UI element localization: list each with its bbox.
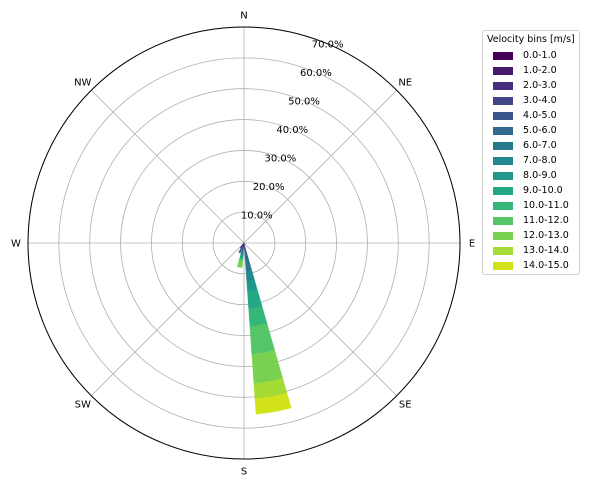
direction-label-ne: NE bbox=[398, 77, 412, 88]
legend-label: 10.0-11.0 bbox=[523, 200, 569, 211]
legend-swatch bbox=[493, 157, 513, 165]
legend-swatch bbox=[493, 202, 513, 210]
legend-swatch bbox=[493, 232, 513, 240]
radial-tick-labels: 10.0% 20.0% 30.0% 40.0% 50.0% 60.0% 70.0% bbox=[241, 39, 344, 221]
legend-swatch bbox=[493, 82, 513, 90]
sector-bin-7 bbox=[245, 269, 255, 282]
sector-bin-1 bbox=[243, 244, 246, 247]
sector-bin-6 bbox=[238, 250, 242, 254]
radial-tick-label: 20.0% bbox=[253, 182, 285, 193]
legend-swatch bbox=[493, 67, 513, 75]
legend-swatch bbox=[493, 97, 513, 105]
direction-label-se: SE bbox=[399, 400, 412, 411]
polar-frame bbox=[27, 26, 461, 460]
sector-bin-14 bbox=[254, 392, 292, 415]
polar-grid bbox=[27, 26, 461, 460]
direction-label-n: N bbox=[240, 11, 247, 22]
radial-tick-label: 50.0% bbox=[288, 96, 320, 107]
legend-swatch bbox=[493, 127, 513, 135]
grid-spoke bbox=[90, 89, 245, 244]
legend-swatch bbox=[493, 52, 513, 60]
legend-swatch bbox=[493, 172, 513, 180]
direction-label-s: S bbox=[241, 467, 247, 478]
legend-swatch bbox=[493, 247, 513, 255]
direction-label-e: E bbox=[469, 239, 475, 250]
radial-tick-label: 10.0% bbox=[241, 210, 273, 221]
legend-label: 0.0-1.0 bbox=[523, 50, 557, 61]
sector-bin-8 bbox=[246, 279, 258, 292]
legend-title: Velocity bins [m/s] bbox=[487, 34, 575, 45]
direction-label-sw: SW bbox=[75, 400, 91, 411]
sector-bin-5 bbox=[244, 250, 250, 262]
legend-label: 3.0-4.0 bbox=[523, 95, 557, 106]
legend-label: 12.0-13.0 bbox=[523, 230, 569, 241]
legend-label: 8.0-9.0 bbox=[523, 170, 557, 181]
sector-bin-12 bbox=[237, 260, 243, 268]
grid-spoke bbox=[243, 242, 398, 397]
legend-label: 5.0-6.0 bbox=[523, 125, 557, 136]
radial-tick-label: 60.0% bbox=[300, 68, 332, 79]
legend-swatch bbox=[493, 262, 513, 270]
legend-label: 11.0-12.0 bbox=[523, 215, 569, 226]
legend-label: 9.0-10.0 bbox=[523, 185, 563, 196]
legend-label: 1.0-2.0 bbox=[523, 65, 557, 76]
sector-bin-10 bbox=[248, 306, 268, 327]
legend-swatch bbox=[493, 187, 513, 195]
sector-bin-3 bbox=[239, 246, 242, 249]
direction-label-nw: NW bbox=[74, 77, 91, 88]
sector-bin-6 bbox=[245, 260, 252, 272]
sector-bin-9 bbox=[247, 289, 263, 310]
sector-bin-12 bbox=[251, 349, 283, 384]
radial-tick-label: 70.0% bbox=[312, 39, 344, 50]
grid-spoke bbox=[243, 89, 398, 244]
legend-label: 7.0-8.0 bbox=[523, 155, 557, 166]
radial-tick-label: 30.0% bbox=[265, 153, 297, 164]
grid-spoke bbox=[90, 242, 245, 397]
legend-label: 2.0-3.0 bbox=[523, 80, 557, 91]
wind-sectors bbox=[237, 242, 292, 415]
legend-label: 6.0-7.0 bbox=[523, 140, 557, 151]
legend-swatch bbox=[493, 142, 513, 150]
legend-label: 4.0-5.0 bbox=[523, 110, 557, 121]
legend-label: 14.0-15.0 bbox=[523, 260, 569, 271]
direction-label-w: W bbox=[11, 239, 21, 250]
legend-swatch bbox=[493, 217, 513, 225]
sector-bin-11 bbox=[249, 323, 275, 355]
legend: Velocity bins [m/s] 0.0-1.0 1.0-2.0 2.0-3.… bbox=[482, 30, 580, 275]
radial-tick-label: 40.0% bbox=[276, 125, 308, 136]
legend-swatch bbox=[493, 112, 513, 120]
legend-label: 13.0-14.0 bbox=[523, 245, 569, 256]
direction-labels: N NE E SE S SW W NW bbox=[11, 11, 475, 478]
